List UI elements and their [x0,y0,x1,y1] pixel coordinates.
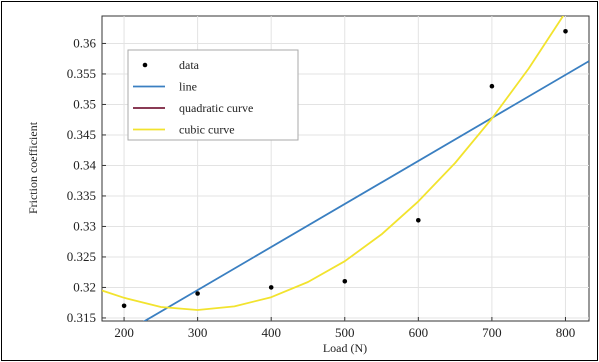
x-axis-label: Load (N) [323,341,367,355]
data-point [195,291,200,296]
y-tick-label: 0.325 [67,249,96,264]
x-tick-label: 200 [114,325,134,340]
tick-layer: 200 300 400 500 600 700 800 0.315 0.32 0.325 0.33 0… [67,35,575,340]
x-tick-label: 300 [188,325,208,340]
legend-label: line [179,80,197,94]
x-tick-label: 600 [409,325,429,340]
x-tick-label: 700 [482,325,502,340]
y-tick-label: 0.35 [73,96,96,111]
legend-label: quadratic curve [179,101,253,115]
y-tick-label: 0.335 [67,188,96,203]
y-tick-label: 0.345 [67,127,96,142]
series-layer [102,16,589,321]
y-axis-label: Friction coefficient [26,121,40,214]
y-tick-label: 0.32 [73,279,96,294]
x-tick-label: 400 [261,325,281,340]
x-tick-label: 500 [335,325,355,340]
data-point [342,279,348,284]
legend-label: data [179,58,200,72]
y-tick-label: 0.33 [73,218,96,233]
legend-marker-data [142,62,148,68]
y-tick-label: 0.355 [67,66,96,81]
legend-label: cubic curve [179,123,235,137]
legend: data line quadratic curve cubic curve [127,49,299,141]
x-tick-label: 800 [556,325,576,340]
data-point [121,303,127,309]
y-tick-label: 0.315 [67,310,96,325]
data-point [489,83,495,89]
data-point [268,285,274,290]
y-tick-label: 0.34 [73,157,96,172]
data-point [416,218,421,223]
y-tick-label: 0.36 [73,35,96,50]
series-line [142,60,589,321]
legend-box [127,49,299,141]
series-cubic-curve [102,16,565,311]
data-point [563,29,568,34]
